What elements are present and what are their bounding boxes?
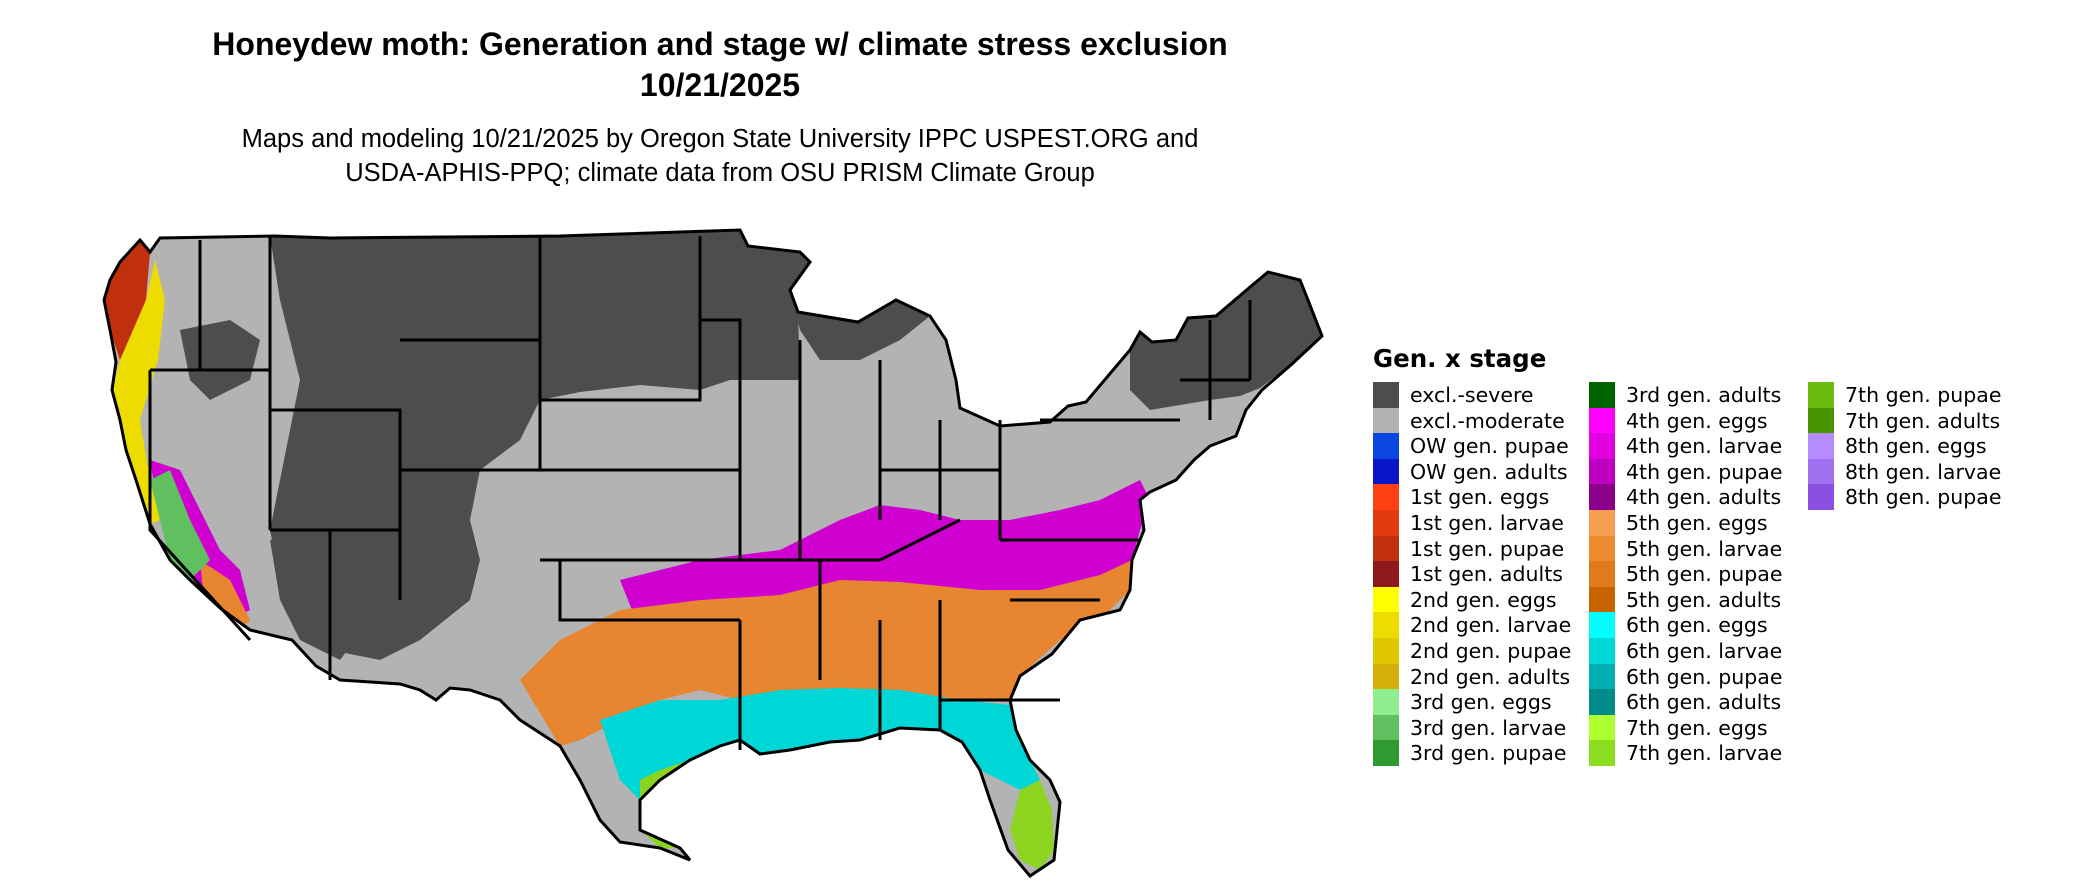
- legend-label: 1st gen. eggs: [1410, 485, 1550, 510]
- legend-swatch: [1808, 484, 1834, 510]
- legend-label: 6th gen. eggs: [1626, 613, 1768, 638]
- legend-swatch: [1373, 535, 1399, 562]
- legend-swatch: [1373, 561, 1399, 587]
- legend-label: excl.-severe: [1410, 383, 1534, 407]
- legend-swatch: [1589, 382, 1615, 408]
- legend-label: 2nd gen. eggs: [1410, 587, 1557, 612]
- legend-swatch: [1589, 740, 1615, 766]
- legend-swatch: [1589, 535, 1615, 562]
- legend-swatch: [1373, 638, 1399, 664]
- legend-swatch: [1373, 458, 1399, 485]
- legend-swatch: [1589, 510, 1615, 536]
- map-subtitle: Maps and modeling 10/21/2025 by Oregon S…: [170, 122, 1270, 190]
- legend-label: 2nd gen. pupae: [1410, 639, 1572, 663]
- state-boundaries: [102, 228, 1324, 878]
- legend-swatch: [1373, 407, 1399, 434]
- legend-label: 3rd gen. pupae: [1410, 741, 1567, 766]
- legend-swatch: [1373, 740, 1399, 766]
- legend-swatch: [1373, 714, 1399, 741]
- legend-swatch: [1589, 638, 1615, 664]
- legend-swatch: [1373, 612, 1399, 638]
- legend-label: 4th gen. eggs: [1626, 408, 1768, 433]
- legend-swatch: [1808, 382, 1834, 408]
- region-7th-gen-florida: [1010, 780, 1054, 870]
- legend-label: 8th gen. eggs: [1845, 434, 1987, 459]
- legend-label: excl.-moderate: [1410, 408, 1565, 433]
- legend-label: 4th gen. pupae: [1626, 459, 1783, 484]
- legend-label: 7th gen. eggs: [1626, 715, 1768, 740]
- legend-label: 5th gen. eggs: [1626, 511, 1768, 535]
- legend-swatch: [1589, 689, 1615, 715]
- legend-label: 1st gen. larvae: [1410, 511, 1564, 535]
- legend-label: 5th gen. pupae: [1626, 562, 1783, 587]
- legend-label: 5th gen. adults: [1626, 587, 1782, 612]
- legend-swatch: [1589, 407, 1615, 434]
- region-excl-severe-northeast: [1130, 272, 1322, 410]
- region-excl-severe-sw: [270, 530, 370, 660]
- legend-swatch: [1589, 612, 1615, 638]
- legend-swatch: [1373, 586, 1399, 613]
- legend-label: 7th gen. pupae: [1845, 383, 2002, 407]
- legend-label: 1st gen. adults: [1410, 562, 1563, 587]
- legend-label: 2nd gen. adults: [1410, 664, 1571, 689]
- legend-label: 3rd gen. eggs: [1410, 690, 1552, 715]
- legend-swatch: [1589, 458, 1615, 485]
- legend-label: 5th gen. larvae: [1626, 536, 1783, 561]
- legend-label: 1st gen. pupae: [1410, 536, 1565, 561]
- legend-label: 4th gen. larvae: [1626, 434, 1783, 459]
- legend-swatch: [1808, 433, 1834, 459]
- legend-swatch: [1589, 586, 1615, 613]
- legend-swatch: [1373, 689, 1399, 715]
- legend-swatch: [1808, 458, 1834, 485]
- legend-label: 6th gen. larvae: [1626, 639, 1783, 663]
- legend-label: 6th gen. adults: [1626, 690, 1782, 715]
- map-title-line1: Honeydew moth: Generation and stage w/ c…: [212, 26, 1228, 62]
- legend-label: 6th gen. pupae: [1626, 664, 1783, 689]
- legend-label: 7th gen. larvae: [1626, 741, 1783, 766]
- map-title: Honeydew moth: Generation and stage w/ c…: [170, 24, 1270, 106]
- us-map: [102, 228, 1324, 878]
- legend-swatch: [1373, 510, 1399, 536]
- legend-swatch: [1589, 484, 1615, 510]
- legend-swatch: [1373, 484, 1399, 510]
- legend-label: 2nd gen. larvae: [1410, 613, 1572, 638]
- legend-label: 4th gen. adults: [1626, 485, 1782, 510]
- region-3rd-gen-coast: [150, 470, 210, 580]
- region-2nd-gen-coast: [112, 260, 165, 524]
- map-subtitle-line2: USDA-APHIS-PPQ; climate data from OSU PR…: [345, 159, 1095, 187]
- legend-swatch: [1373, 382, 1399, 408]
- map-subtitle-line1: Maps and modeling 10/21/2025 by Oregon S…: [241, 125, 1199, 153]
- map-title-line2: 10/21/2025: [639, 67, 801, 103]
- legend-swatch: [1589, 433, 1615, 459]
- legend-label: 3rd gen. adults: [1626, 383, 1782, 407]
- legend-label: OW gen. adults: [1410, 459, 1568, 484]
- legend-swatch: [1373, 663, 1399, 690]
- legend-label: 7th gen. adults: [1845, 408, 2001, 433]
- legend-swatch: [1808, 407, 1834, 434]
- legend-swatch: [1589, 561, 1615, 587]
- legend-label: 8th gen. larvae: [1845, 459, 2002, 484]
- region-excl-severe-north: [270, 230, 810, 660]
- legend-swatch: [1589, 714, 1615, 741]
- legend-label: 3rd gen. larvae: [1410, 715, 1567, 740]
- legend-label: OW gen. pupae: [1410, 434, 1569, 459]
- legend-swatch: [1373, 433, 1399, 459]
- legend-label: 8th gen. pupae: [1845, 485, 2002, 510]
- legend-swatch: [1589, 663, 1615, 690]
- legend-title: Gen. x stage: [1373, 344, 1547, 373]
